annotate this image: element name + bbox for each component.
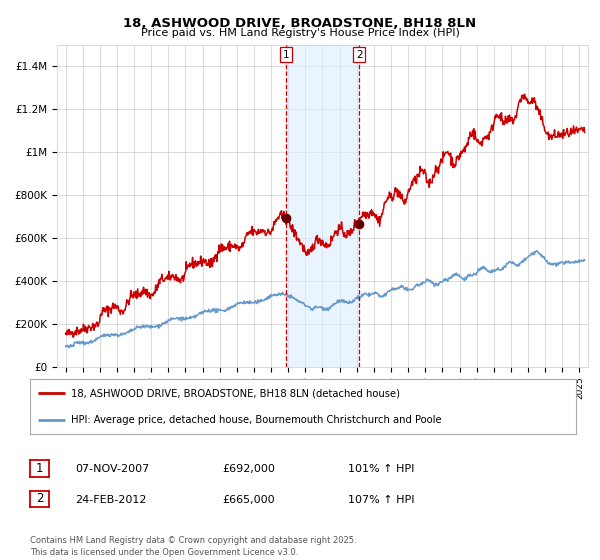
Text: HPI: Average price, detached house, Bournemouth Christchurch and Poole: HPI: Average price, detached house, Bour… [71, 415, 442, 424]
Text: 107% ↑ HPI: 107% ↑ HPI [348, 494, 415, 505]
Text: 101% ↑ HPI: 101% ↑ HPI [348, 464, 415, 474]
Text: 24-FEB-2012: 24-FEB-2012 [75, 494, 146, 505]
Text: Price paid vs. HM Land Registry's House Price Index (HPI): Price paid vs. HM Land Registry's House … [140, 28, 460, 38]
Text: £692,000: £692,000 [222, 464, 275, 474]
Text: 18, ASHWOOD DRIVE, BROADSTONE, BH18 8LN: 18, ASHWOOD DRIVE, BROADSTONE, BH18 8LN [124, 17, 476, 30]
Text: 1: 1 [283, 50, 289, 59]
Text: 07-NOV-2007: 07-NOV-2007 [75, 464, 149, 474]
Text: 2: 2 [356, 50, 362, 59]
Text: Contains HM Land Registry data © Crown copyright and database right 2025.
This d: Contains HM Land Registry data © Crown c… [30, 536, 356, 557]
Text: 18, ASHWOOD DRIVE, BROADSTONE, BH18 8LN (detached house): 18, ASHWOOD DRIVE, BROADSTONE, BH18 8LN … [71, 389, 400, 398]
Bar [286, 45, 359, 367]
Text: 2: 2 [36, 492, 43, 506]
Text: £665,000: £665,000 [222, 494, 275, 505]
Text: 1: 1 [36, 462, 43, 475]
